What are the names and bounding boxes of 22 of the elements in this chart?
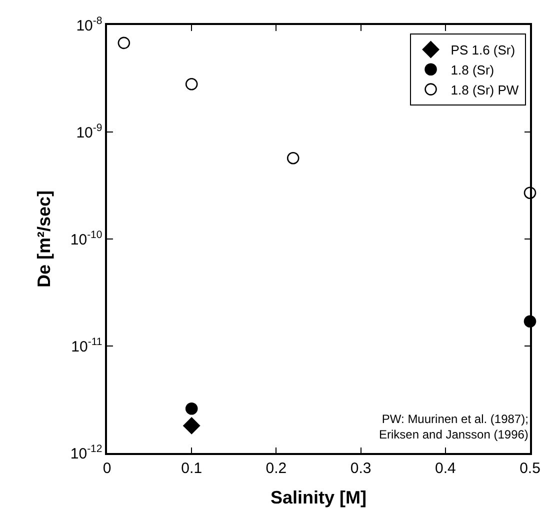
x-tick-label: 0.2 — [266, 460, 287, 477]
y-tick-label: 10$^{-9}$ — [76, 122, 102, 142]
y-tick-label: 10$^{-10}$ — [70, 228, 102, 248]
y-tick-label: 10$^{-12}$ — [70, 442, 102, 462]
y-tick-label: 10$^{-8}$ — [76, 14, 102, 34]
legend-label: 1.8 (Sr) — [450, 62, 494, 78]
x-axis-title: Salinity [M] — [270, 487, 367, 508]
x-tick-label: 0.1 — [181, 460, 202, 477]
annotation: PW: Muurinen et al. (1987); Eriksen and Jansson (1996) — [379, 412, 528, 442]
point — [118, 36, 130, 50]
point — [185, 78, 198, 90]
x-tick-label: 0.3 — [350, 460, 372, 477]
legend-label: PS 1.6 (Sr) — [450, 42, 516, 58]
point — [183, 417, 200, 434]
legend-label: 1.8 (Sr) PW — [450, 82, 520, 98]
point — [185, 402, 198, 415]
point — [286, 152, 300, 164]
y-tick-label: 10$^{-11}$ — [71, 336, 102, 356]
x-tick-label: 0.4 — [434, 460, 456, 477]
x-tick-label: 0 — [102, 460, 112, 477]
x-tick-label: 0.5 — [520, 460, 540, 477]
y-axis-title: De [m²/sec] — [34, 190, 54, 288]
